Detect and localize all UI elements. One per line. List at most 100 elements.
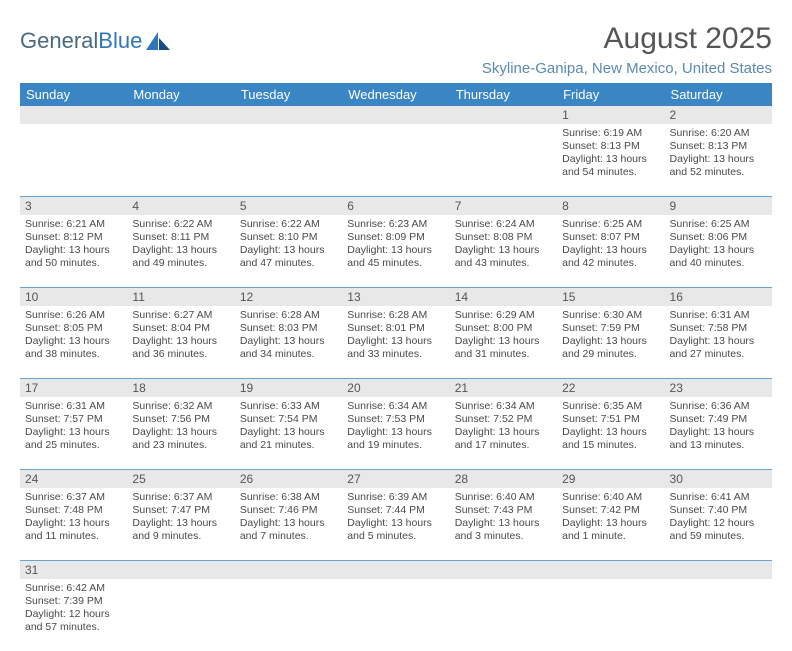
sunrise-text: Sunrise: 6:26 AM — [25, 309, 122, 322]
weekday-header: Thursday — [450, 83, 557, 106]
sunset-text: Sunset: 7:51 PM — [562, 413, 659, 426]
sunset-text: Sunset: 7:53 PM — [347, 413, 444, 426]
sunset-text: Sunset: 7:58 PM — [670, 322, 767, 335]
day-cell: Sunrise: 6:36 AMSunset: 7:49 PMDaylight:… — [665, 397, 772, 469]
day-content-row: Sunrise: 6:26 AMSunset: 8:05 PM Daylight:… — [20, 306, 772, 378]
sunrise-text: Sunrise: 6:42 AM — [25, 582, 122, 595]
week-row: 3456789Sunrise: 6:21 AMSunset: 8:12 PMDa… — [20, 197, 772, 288]
day-number: 9 — [665, 197, 772, 215]
day-number — [450, 561, 557, 579]
sunset-text: Sunset: 7:57 PM — [25, 413, 122, 426]
day-number: 16 — [665, 288, 772, 306]
daylight-text: Daylight: 12 hours and 57 minutes. — [25, 608, 122, 634]
day-cell: Sunrise: 6:31 AMSunset: 7:57 PMDaylight:… — [20, 397, 127, 469]
day-cell: Sunrise: 6:25 AMSunset: 8:07 PMDaylight:… — [557, 215, 664, 287]
sunrise-text: Sunrise: 6:30 AM — [562, 309, 659, 322]
day-number: 22 — [557, 379, 664, 397]
day-number: 13 — [342, 288, 449, 306]
title-block: August 2025 Skyline-Ganipa, New Mexico, … — [482, 22, 772, 77]
sunrise-text: Sunrise: 6:40 AM — [455, 491, 552, 504]
header: GeneralBlue August 2025 Skyline-Ganipa, … — [20, 22, 772, 77]
daylight-text: Daylight: 13 hours and 11 minutes. — [25, 517, 122, 543]
day-number-row: 31 — [20, 561, 772, 579]
day-content-row: Sunrise: 6:31 AMSunset: 7:57 PMDaylight:… — [20, 397, 772, 469]
daylight-text: Daylight: 13 hours and 19 minutes. — [347, 426, 444, 452]
day-cell: Sunrise: 6:34 AMSunset: 7:52 PMDaylight:… — [450, 397, 557, 469]
day-number: 2 — [665, 106, 772, 124]
sunset-text: Sunset: 8:08 PM — [455, 231, 552, 244]
day-cell: Sunrise: 6:41 AMSunset: 7:40 PMDaylight:… — [665, 488, 772, 560]
day-number-row: 10111213141516 — [20, 288, 772, 306]
sunrise-text: Sunrise: 6:34 AM — [347, 400, 444, 413]
day-number — [665, 561, 772, 579]
sunrise-text: Sunrise: 6:38 AM — [240, 491, 337, 504]
day-number — [20, 106, 127, 124]
sunset-text: Sunset: 7:39 PM — [25, 595, 122, 608]
sunset-text: Sunset: 8:03 PM — [240, 322, 337, 335]
week-row: 12Sunrise: 6:19 AMSunset: 8:13 PMDayligh… — [20, 106, 772, 197]
sunrise-text: Sunrise: 6:39 AM — [347, 491, 444, 504]
day-cell: Sunrise: 6:38 AMSunset: 7:46 PMDaylight:… — [235, 488, 342, 560]
daylight-text: Daylight: 13 hours and 1 minute. — [562, 517, 659, 543]
day-cell: Sunrise: 6:22 AMSunset: 8:10 PMDaylight:… — [235, 215, 342, 287]
daylight-text: Daylight: 13 hours and 21 minutes. — [240, 426, 337, 452]
day-cell: Sunrise: 6:34 AMSunset: 7:53 PMDaylight:… — [342, 397, 449, 469]
daylight-text: Daylight: 13 hours and 47 minutes. — [240, 244, 337, 270]
page-title: August 2025 — [482, 22, 772, 56]
week-row: 17181920212223Sunrise: 6:31 AMSunset: 7:… — [20, 379, 772, 470]
day-cell: Sunrise: 6:33 AMSunset: 7:54 PMDaylight:… — [235, 397, 342, 469]
day-number-row: 24252627282930 — [20, 470, 772, 488]
sunset-text: Sunset: 8:11 PM — [132, 231, 229, 244]
day-number: 1 — [557, 106, 664, 124]
day-number: 4 — [127, 197, 234, 215]
day-cell: Sunrise: 6:29 AMSunset: 8:00 PMDaylight:… — [450, 306, 557, 378]
sunset-text: Sunset: 7:52 PM — [455, 413, 552, 426]
day-cell — [342, 579, 449, 651]
week-row: 24252627282930Sunrise: 6:37 AMSunset: 7:… — [20, 470, 772, 561]
daylight-text: Daylight: 13 hours and 15 minutes. — [562, 426, 659, 452]
sunset-text: Sunset: 8:12 PM — [25, 231, 122, 244]
day-cell: Sunrise: 6:28 AMSunset: 8:03 PMDaylight:… — [235, 306, 342, 378]
sunset-text: Sunset: 8:05 PM — [25, 322, 122, 335]
daylight-text: Daylight: 13 hours and 36 minutes. — [132, 335, 229, 361]
daylight-text: Daylight: 13 hours and 31 minutes. — [455, 335, 552, 361]
sunrise-text: Sunrise: 6:23 AM — [347, 218, 444, 231]
day-number: 29 — [557, 470, 664, 488]
day-number: 11 — [127, 288, 234, 306]
daylight-text: Daylight: 13 hours and 7 minutes. — [240, 517, 337, 543]
daylight-text: Daylight: 13 hours and 43 minutes. — [455, 244, 552, 270]
daylight-text: Daylight: 13 hours and 33 minutes. — [347, 335, 444, 361]
day-cell: Sunrise: 6:37 AMSunset: 7:48 PMDaylight:… — [20, 488, 127, 560]
day-number-row: 12 — [20, 106, 772, 124]
day-number: 28 — [450, 470, 557, 488]
day-cell: Sunrise: 6:40 AMSunset: 7:42 PMDaylight:… — [557, 488, 664, 560]
day-cell: Sunrise: 6:25 AMSunset: 8:06 PMDaylight:… — [665, 215, 772, 287]
day-number-row: 17181920212223 — [20, 379, 772, 397]
daylight-text: Daylight: 13 hours and 45 minutes. — [347, 244, 444, 270]
daylight-text: Daylight: 13 hours and 54 minutes. — [562, 153, 659, 179]
day-number: 5 — [235, 197, 342, 215]
sunrise-text: Sunrise: 6:27 AM — [132, 309, 229, 322]
day-content-row: Sunrise: 6:21 AMSunset: 8:12 PMDaylight:… — [20, 215, 772, 287]
day-cell: Sunrise: 6:32 AMSunset: 7:56 PMDaylight:… — [127, 397, 234, 469]
daylight-text: Daylight: 12 hours and 59 minutes. — [670, 517, 767, 543]
sunset-text: Sunset: 8:04 PM — [132, 322, 229, 335]
logo-sail-icon — [146, 32, 172, 50]
sunrise-text: Sunrise: 6:28 AM — [347, 309, 444, 322]
sunrise-text: Sunrise: 6:37 AM — [25, 491, 122, 504]
daylight-text: Daylight: 13 hours and 40 minutes. — [670, 244, 767, 270]
daylight-text: Daylight: 13 hours and 25 minutes. — [25, 426, 122, 452]
day-cell — [235, 579, 342, 651]
day-cell: Sunrise: 6:35 AMSunset: 7:51 PMDaylight:… — [557, 397, 664, 469]
day-cell — [342, 124, 449, 196]
day-cell — [450, 579, 557, 651]
day-cell: Sunrise: 6:20 AMSunset: 8:13 PMDaylight:… — [665, 124, 772, 196]
day-cell: Sunrise: 6:42 AMSunset: 7:39 PMDaylight:… — [20, 579, 127, 651]
weekday-header: Wednesday — [342, 83, 449, 106]
day-number — [127, 106, 234, 124]
day-content-row: Sunrise: 6:42 AMSunset: 7:39 PMDaylight:… — [20, 579, 772, 651]
day-number: 19 — [235, 379, 342, 397]
sunrise-text: Sunrise: 6:29 AM — [455, 309, 552, 322]
sunrise-text: Sunrise: 6:22 AM — [240, 218, 337, 231]
sunset-text: Sunset: 7:48 PM — [25, 504, 122, 517]
